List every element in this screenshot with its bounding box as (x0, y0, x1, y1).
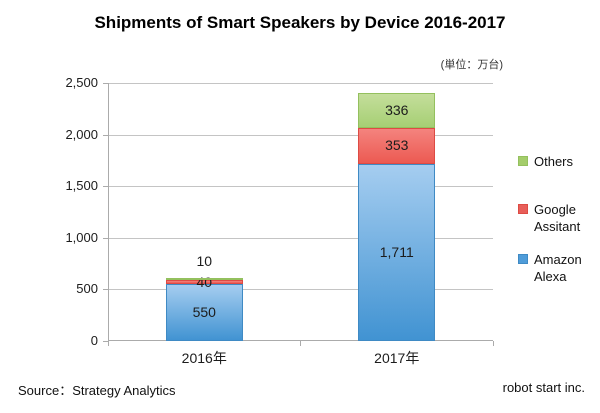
x-axis-label: 2016年 (181, 350, 227, 366)
y-axis-label: 2,500 (65, 75, 98, 90)
x-tick (492, 341, 494, 346)
y-axis-line (108, 83, 109, 341)
gridline (108, 238, 493, 239)
legend-label: Amazon Alexa (534, 252, 582, 284)
data-label: 40 (196, 274, 213, 291)
bar-segment-amazon-alexa (165, 284, 243, 341)
data-label: 550 (192, 303, 216, 320)
bar-segment-others (358, 93, 436, 128)
legend-swatch-others (518, 156, 528, 166)
gridline (108, 186, 493, 187)
chart-title: Shipments of Smart Speakers by Device 20… (94, 13, 506, 32)
data-label: 353 (385, 137, 409, 154)
gridline (108, 135, 493, 136)
data-label: 10 (196, 253, 213, 270)
bar-segment-google-assitant (165, 280, 243, 285)
data-label: 336 (385, 101, 409, 118)
legend-item-google-assitant: Google Assitant (518, 201, 594, 235)
gridline (108, 83, 493, 84)
y-tick (103, 83, 108, 84)
legend-swatch-amazon-alexa (518, 254, 528, 264)
source-text: Source：Strategy Analytics (18, 383, 176, 398)
x-axis-line (108, 340, 493, 341)
y-tick (103, 341, 108, 342)
legend-item-others: Others (518, 153, 594, 170)
credit-text: robot start inc. (502, 380, 585, 395)
y-axis-label: 1,500 (65, 178, 98, 193)
bar-segment-google-assitant (358, 128, 436, 165)
y-tick (103, 135, 108, 136)
y-tick (103, 289, 108, 290)
y-axis-label: 2,000 (65, 127, 98, 142)
legend-label: Others (534, 154, 574, 169)
bar-segment-others (165, 278, 243, 281)
plot-area: 0 500 1,000 1,500 2,000 2,500 2016年 550 40 10 2017… (65, 75, 494, 366)
legend-item-amazon-alexa: Amazon Alexa (518, 251, 594, 285)
x-tick (300, 341, 301, 346)
x-tick (107, 341, 109, 346)
gridline (108, 289, 493, 290)
legend-label: Google Assitant (534, 202, 581, 234)
y-axis-label: 1,000 (65, 230, 98, 245)
x-axis-label: 2017年 (374, 350, 420, 366)
y-axis-label: 0 (90, 333, 98, 348)
y-tick (103, 186, 108, 187)
data-label: 1,711 (379, 243, 414, 260)
bar-segment-amazon-alexa (358, 164, 436, 341)
legend-swatch-google-assitant (518, 204, 528, 214)
y-tick (103, 238, 108, 239)
y-axis-label: 500 (76, 281, 98, 296)
unit-label: (単位：万台) (440, 59, 503, 71)
